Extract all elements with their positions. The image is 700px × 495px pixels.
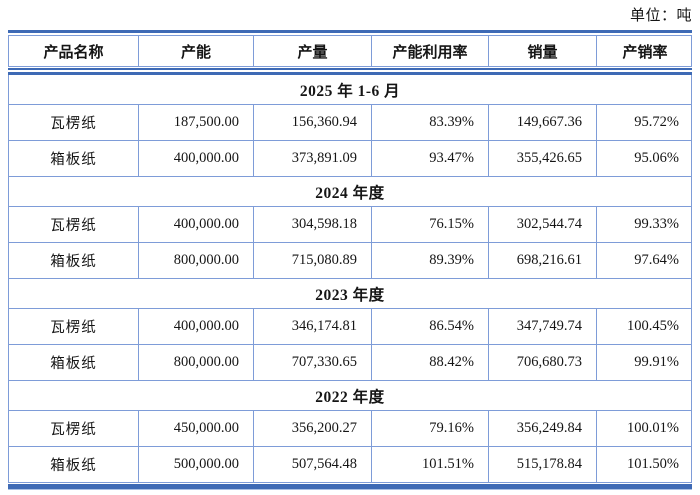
col-header-capacity: 产能 xyxy=(138,36,253,66)
cell-output: 715,080.89 xyxy=(253,243,371,278)
table-row: 瓦楞纸 187,500.00 156,360.94 83.39% 149,667… xyxy=(9,105,691,141)
cell-sales-ratio: 99.33% xyxy=(596,207,693,242)
unit-label: 单位：吨 xyxy=(629,8,692,24)
cell-utilization-rate: 83.39% xyxy=(371,105,488,140)
cell-sales-volume: 515,178.84 xyxy=(488,447,596,482)
table-row: 箱板纸 800,000.00 715,080.89 89.39% 698,216… xyxy=(9,243,691,279)
cell-sales-ratio: 101.50% xyxy=(596,447,693,482)
table-body: 2025 年 1-6 月 瓦楞纸 187,500.00 156,360.94 8… xyxy=(8,75,692,483)
cell-utilization-rate: 93.47% xyxy=(371,141,488,176)
cell-capacity: 400,000.00 xyxy=(138,141,253,176)
table-header-row: 产品名称 产能 产量 产能利用率 销量 产销率 xyxy=(8,35,692,67)
cell-product-name: 箱板纸 xyxy=(50,152,97,168)
cell-capacity: 800,000.00 xyxy=(138,243,253,278)
table-row: 箱板纸 500,000.00 507,564.48 101.51% 515,17… xyxy=(9,447,691,483)
cell-capacity: 400,000.00 xyxy=(138,207,253,242)
production-sales-table: 产品名称 产能 产量 产能利用率 销量 产销率 2025 年 1-6 月 瓦楞纸… xyxy=(8,30,692,490)
table-row: 瓦楞纸 450,000.00 356,200.27 79.16% 356,249… xyxy=(9,411,691,447)
cell-output: 304,598.18 xyxy=(253,207,371,242)
cell-output: 507,564.48 xyxy=(253,447,371,482)
col-header-utilization-rate: 产能利用率 xyxy=(371,36,488,66)
table-row: 箱板纸 400,000.00 373,891.09 93.47% 355,426… xyxy=(9,141,691,177)
cell-output: 346,174.81 xyxy=(253,309,371,344)
cell-sales-volume: 347,749.74 xyxy=(488,309,596,344)
col-header-sales-ratio: 产销率 xyxy=(596,36,693,66)
cell-sales-volume: 356,249.84 xyxy=(488,411,596,446)
col-header-output: 产量 xyxy=(253,36,371,66)
cell-sales-volume: 355,426.65 xyxy=(488,141,596,176)
table-top-rule xyxy=(8,30,692,33)
cell-output: 356,200.27 xyxy=(253,411,371,446)
table-row: 瓦楞纸 400,000.00 346,174.81 86.54% 347,749… xyxy=(9,309,691,345)
cell-product-name: 箱板纸 xyxy=(50,458,97,474)
cell-output: 373,891.09 xyxy=(253,141,371,176)
cell-capacity: 187,500.00 xyxy=(138,105,253,140)
cell-sales-volume: 698,216.61 xyxy=(488,243,596,278)
table-row: 箱板纸 800,000.00 707,330.65 88.42% 706,680… xyxy=(9,345,691,381)
col-header-sales-volume: 销量 xyxy=(488,36,596,66)
cell-product-name: 瓦楞纸 xyxy=(50,218,97,234)
cell-sales-volume: 706,680.73 xyxy=(488,345,596,380)
cell-sales-ratio: 100.45% xyxy=(596,309,693,344)
section-title-2023: 2023 年度 xyxy=(9,279,691,309)
cell-product-name: 瓦楞纸 xyxy=(50,116,97,132)
cell-product-name: 瓦楞纸 xyxy=(50,422,97,438)
cell-capacity: 500,000.00 xyxy=(138,447,253,482)
cell-output: 707,330.65 xyxy=(253,345,371,380)
cell-capacity: 400,000.00 xyxy=(138,309,253,344)
cell-capacity: 800,000.00 xyxy=(138,345,253,380)
table-row: 瓦楞纸 400,000.00 304,598.18 76.15% 302,544… xyxy=(9,207,691,243)
cell-utilization-rate: 86.54% xyxy=(371,309,488,344)
cell-sales-ratio: 95.72% xyxy=(596,105,693,140)
cell-utilization-rate: 89.39% xyxy=(371,243,488,278)
cell-utilization-rate: 76.15% xyxy=(371,207,488,242)
section-title-2025-h1: 2025 年 1-6 月 xyxy=(9,75,691,105)
cell-product-name: 箱板纸 xyxy=(50,356,97,372)
cell-utilization-rate: 79.16% xyxy=(371,411,488,446)
cell-sales-volume: 302,544.74 xyxy=(488,207,596,242)
cell-product-name: 瓦楞纸 xyxy=(50,320,97,336)
header-double-rule xyxy=(8,68,692,75)
cell-output: 156,360.94 xyxy=(253,105,371,140)
cell-sales-ratio: 97.64% xyxy=(596,243,693,278)
cell-utilization-rate: 101.51% xyxy=(371,447,488,482)
cell-product-name: 箱板纸 xyxy=(50,254,97,270)
col-header-product-name: 产品名称 xyxy=(43,44,104,61)
cell-sales-volume: 149,667.36 xyxy=(488,105,596,140)
cell-sales-ratio: 95.06% xyxy=(596,141,693,176)
cell-sales-ratio: 99.91% xyxy=(596,345,693,380)
section-title-2024: 2024 年度 xyxy=(9,177,691,207)
section-title-2022: 2022 年度 xyxy=(9,381,691,411)
table-bottom-rule xyxy=(8,484,692,490)
cell-capacity: 450,000.00 xyxy=(138,411,253,446)
cell-utilization-rate: 88.42% xyxy=(371,345,488,380)
cell-sales-ratio: 100.01% xyxy=(596,411,693,446)
